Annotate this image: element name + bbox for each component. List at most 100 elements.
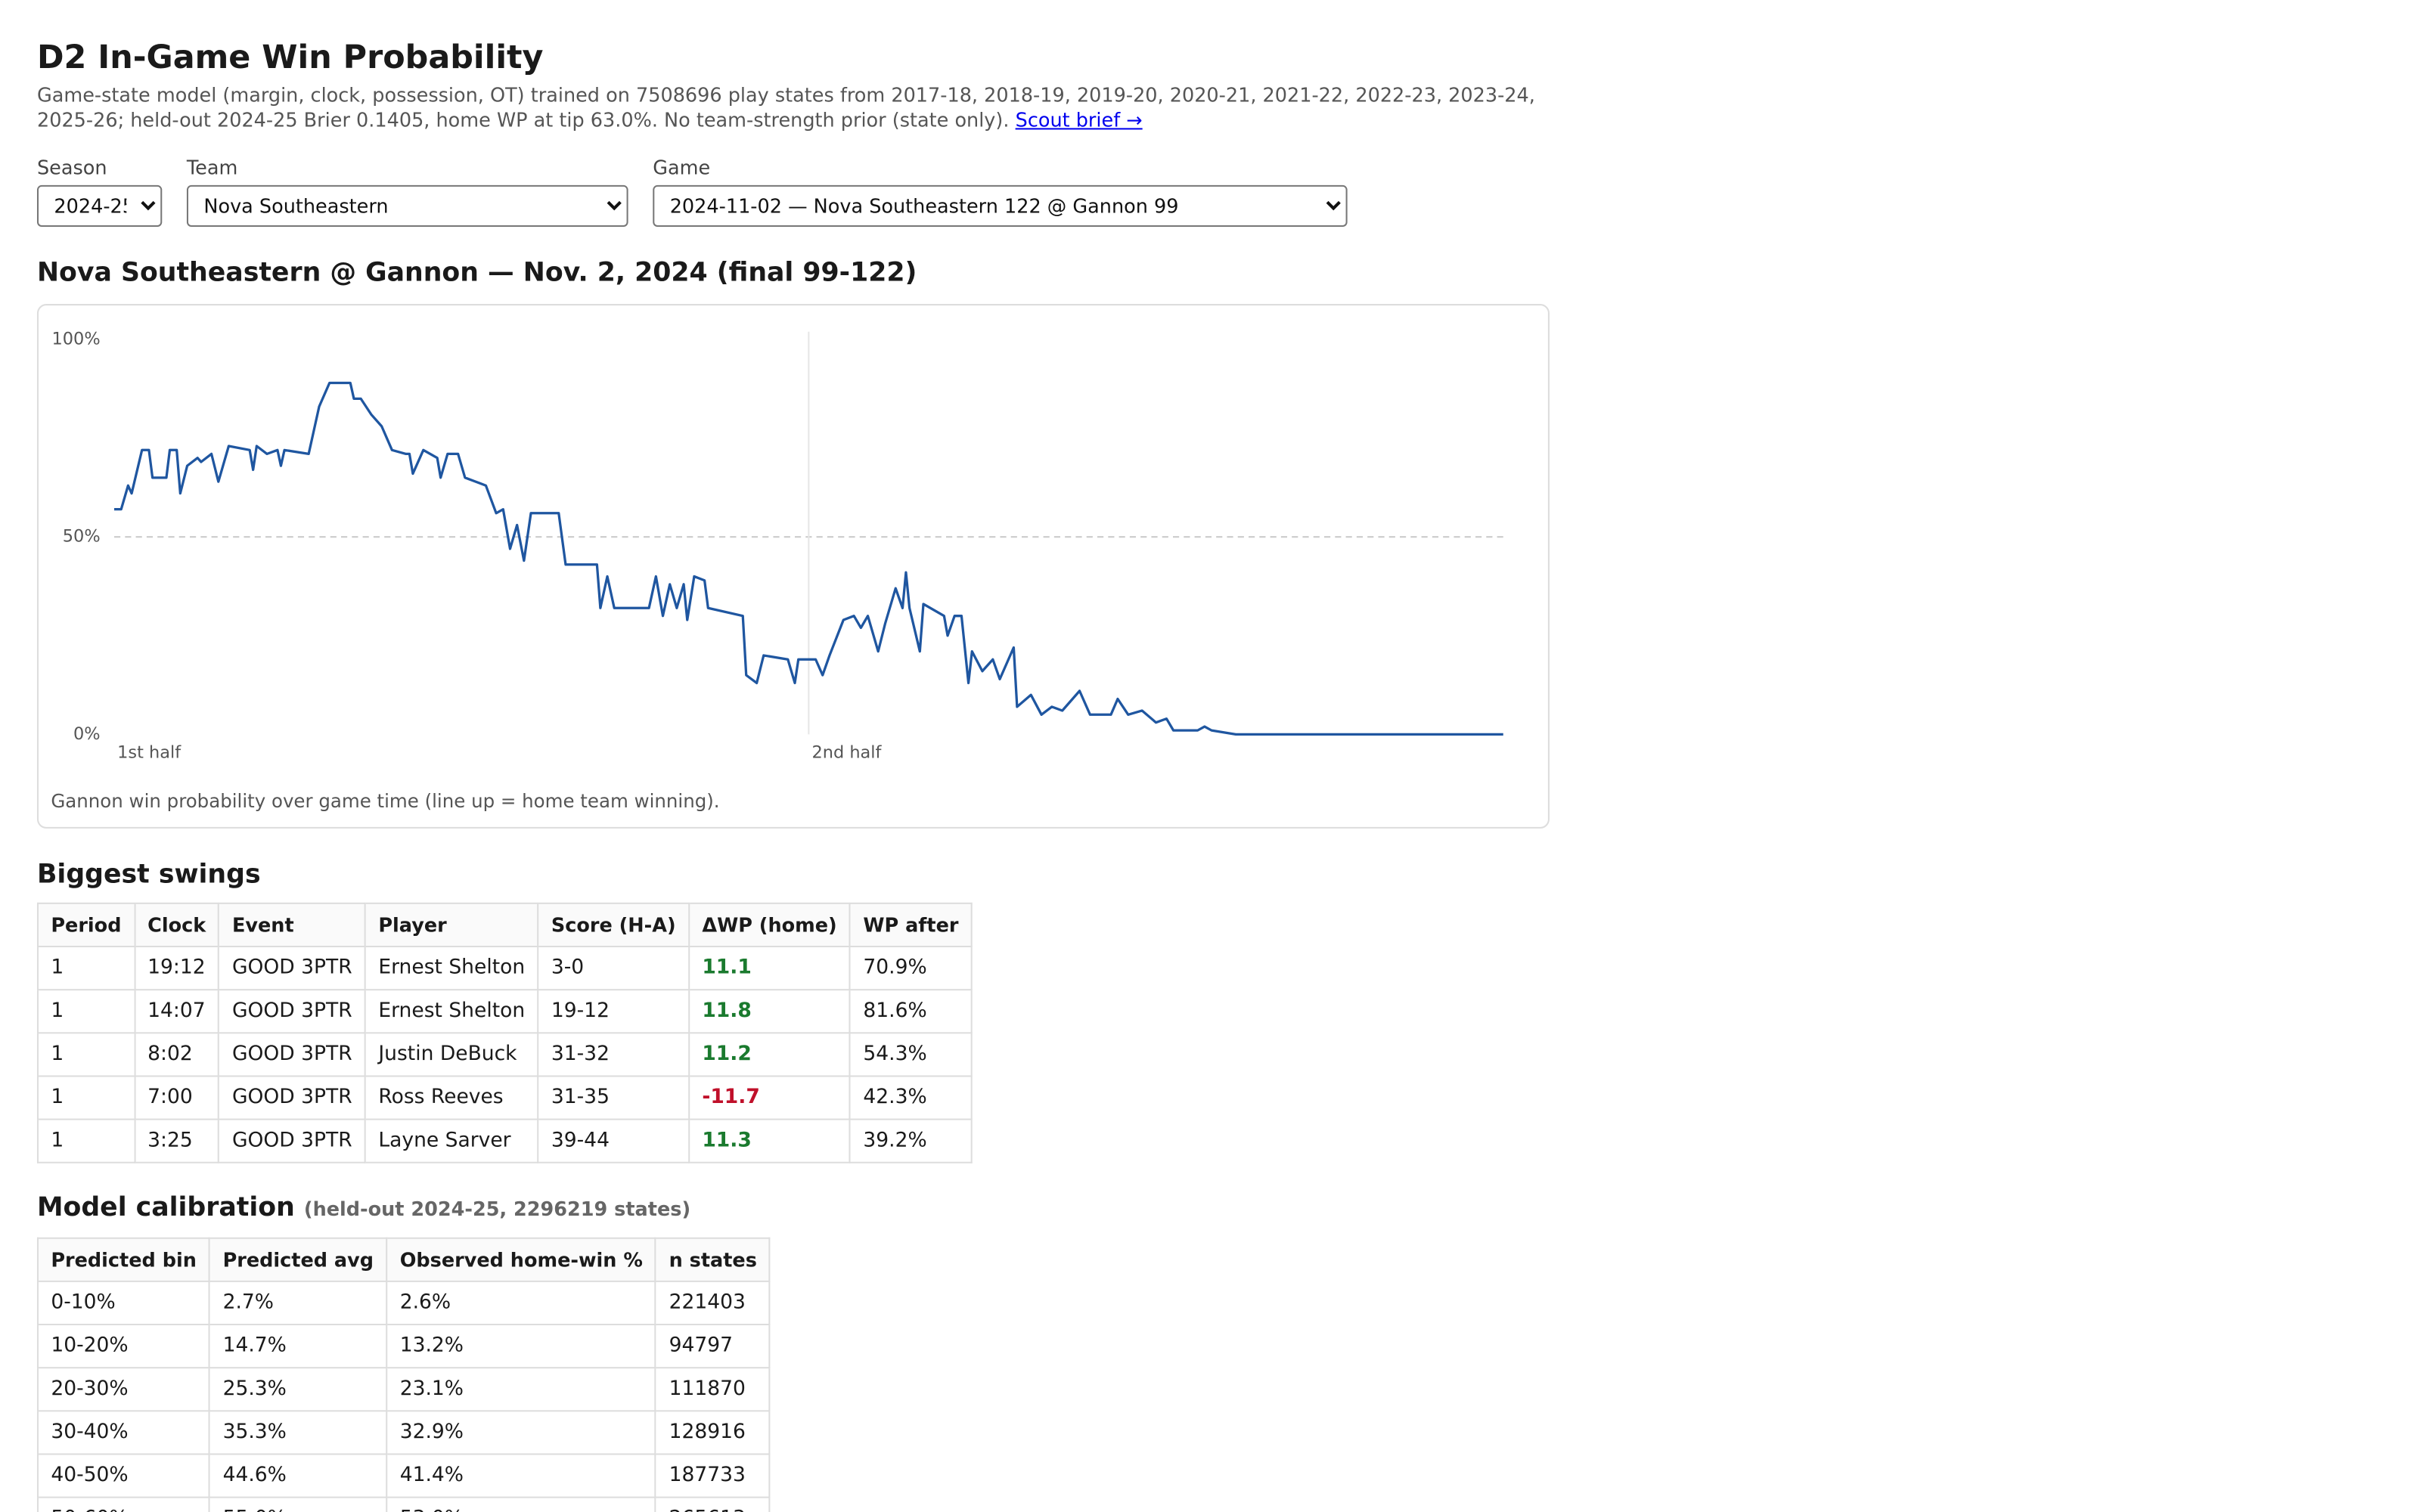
season-select[interactable]: 2024-25 [36,184,163,227]
table-cell: GOOD 3PTR [218,1032,367,1077]
table-cell: 11.3 [687,1118,852,1163]
table-cell: 70.9% [849,946,973,991]
team-select[interactable]: Nova Southeastern [186,184,628,227]
column-header: Score (H-A) [537,902,690,948]
table-row: 10-20% 14.7% 13.2% 94797 [36,1324,771,1369]
table-cell: 54.3% [849,1032,973,1077]
table-cell: 25.3% [209,1367,388,1412]
table-cell: 1 [36,1032,135,1077]
table-cell: 1 [36,946,135,991]
table-cell: 8:02 [133,1032,220,1077]
x-tick-label: 2nd half [811,742,882,762]
table-cell: GOOD 3PTR [218,1118,367,1163]
table-cell: 94797 [655,1324,771,1369]
table-cell: 40-50% [36,1453,211,1498]
table-cell: -11.7 [687,1075,852,1120]
table-cell: 1 [36,1118,135,1163]
table-row: 1 19:12 GOOD 3PTR Ernest Shelton 3-0 11.1 70.9… [36,946,973,991]
control-label: Team [186,156,238,179]
table-cell: GOOD 3PTR [218,1075,367,1120]
table-cell: 31-32 [537,1032,690,1077]
table-cell: 187733 [655,1453,771,1498]
table-cell: 1 [36,1075,135,1120]
table-cell: 32.9% [386,1410,657,1455]
section-title: Model calibration (held-out 2024-25, 229… [37,1193,690,1224]
table-cell: 42.3% [849,1075,973,1120]
table-cell: 44.6% [209,1453,388,1498]
table-cell: 7:00 [133,1075,220,1120]
table-cell: 23.1% [386,1367,657,1412]
table-cell: 10-20% [36,1324,211,1369]
chart-title: Nova Southeastern @ Gannon — Nov. 2, 202… [36,257,917,289]
scout-link[interactable]: Scout brief → [1015,107,1143,132]
chart: 0% 50% 100% 1st half 2nd half Gannon win prob… [51,329,1506,812]
header-row: Period Clock Event Player Score (H-A) ΔWP (ho… [36,902,973,948]
section-title: Biggest swings [36,859,261,891]
table-row: 1 14:07 GOOD 3PTR Ernest Shelton 19-12 11.8 81… [36,989,973,1034]
table-row: 20-30% 25.3% 23.1% 111870 [36,1367,771,1412]
table-cell: 13.2% [386,1324,657,1369]
table-row: 1 7:00 GOOD 3PTR Ross Reeves 31-35 -11.7 42.3% [36,1075,973,1120]
table-cell: 53.0% [386,1496,657,1512]
table-cell: 19:12 [133,946,220,991]
table-cell: 39-44 [537,1118,690,1163]
chart-card: 0% 50% 100% 1st half 2nd half Gannon win prob… [36,304,1550,829]
swings-table: Period Clock Event Player Score (H-A) ΔWP (ho… [36,902,973,1163]
table-row: 0-10% 2.7% 2.6% 221403 [36,1280,771,1326]
column-header: Predicted bin [36,1237,211,1282]
column-header: Clock [133,902,220,948]
table-cell: 11.8 [687,989,852,1034]
y-tick-label: 50% [63,527,101,547]
table-cell: Layne Sarver [364,1118,539,1163]
table-cell: Justin DeBuck [364,1032,539,1077]
table-cell: 19-12 [537,989,690,1034]
table-cell: 14:07 [133,989,220,1034]
x-tick-label: 1st half [117,742,182,762]
win-prob-line [114,381,1503,736]
column-header: Period [36,902,135,948]
y-tick-label: 0% [73,724,101,744]
table-cell: 2.7% [209,1280,388,1326]
table-cell: 3:25 [133,1118,220,1163]
control-label: Season [36,156,107,179]
chart-caption: Gannon win probability over game time (l… [51,790,719,812]
description-text: Game-state model (margin, clock, possess… [36,83,1535,132]
table-cell: 39.2% [849,1118,973,1163]
table-cell: Ross Reeves [364,1075,539,1120]
table-cell: 30-40% [36,1410,211,1455]
column-header: ΔWP (home) [687,902,852,948]
table-cell: Ernest Shelton [364,989,539,1034]
table-cell: 11.2 [687,1032,852,1077]
table-cell: Ernest Shelton [364,946,539,991]
table-cell: 2.6% [386,1280,657,1326]
table-row: 50-60%55.0%53.0%265613 [36,1496,771,1512]
table-cell: 3-0 [537,946,690,991]
table-cell: GOOD 3PTR [218,946,367,991]
column-header: Player [364,902,539,948]
header-row: Predicted bin Predicted avg Observed home-… [36,1237,771,1282]
table-cell: 50-60% [36,1496,211,1512]
game-select[interactable]: 2024-11-02 — Nova Southeastern 122 @ Gan… [653,184,1348,227]
table-row: 1 3:25 GOOD 3PTR Layne Sarver 39-44 11.3 39.2% [36,1118,973,1163]
table-cell: 20-30% [36,1367,211,1412]
y-tick-label: 100% [51,329,100,349]
description: Game-state model (margin, clock, possess… [37,83,1565,132]
table-cell: 14.7% [209,1324,388,1369]
table-cell: 0-10% [36,1280,211,1326]
table-row: 30-40% 35.3% 32.9% 128916 [36,1410,771,1455]
table-cell: 11.1 [687,946,852,991]
column-header: Predicted avg [209,1237,388,1282]
page-title: D2 In-Game Win Probability [36,39,544,76]
table-cell: 111870 [655,1367,771,1412]
column-header: n states [655,1237,771,1282]
column-header: Observed home-win % [386,1237,657,1282]
column-header: Event [218,902,367,948]
table-cell: 81.6% [849,989,973,1034]
calibration-table: Predicted bin Predicted avg Observed home-… [36,1237,771,1512]
table-cell: 128916 [655,1410,771,1455]
table-row: 40-50% 44.6% 41.4% 187733 [36,1453,771,1498]
table-cell: GOOD 3PTR [218,989,367,1034]
table-cell: 1 [36,989,135,1034]
